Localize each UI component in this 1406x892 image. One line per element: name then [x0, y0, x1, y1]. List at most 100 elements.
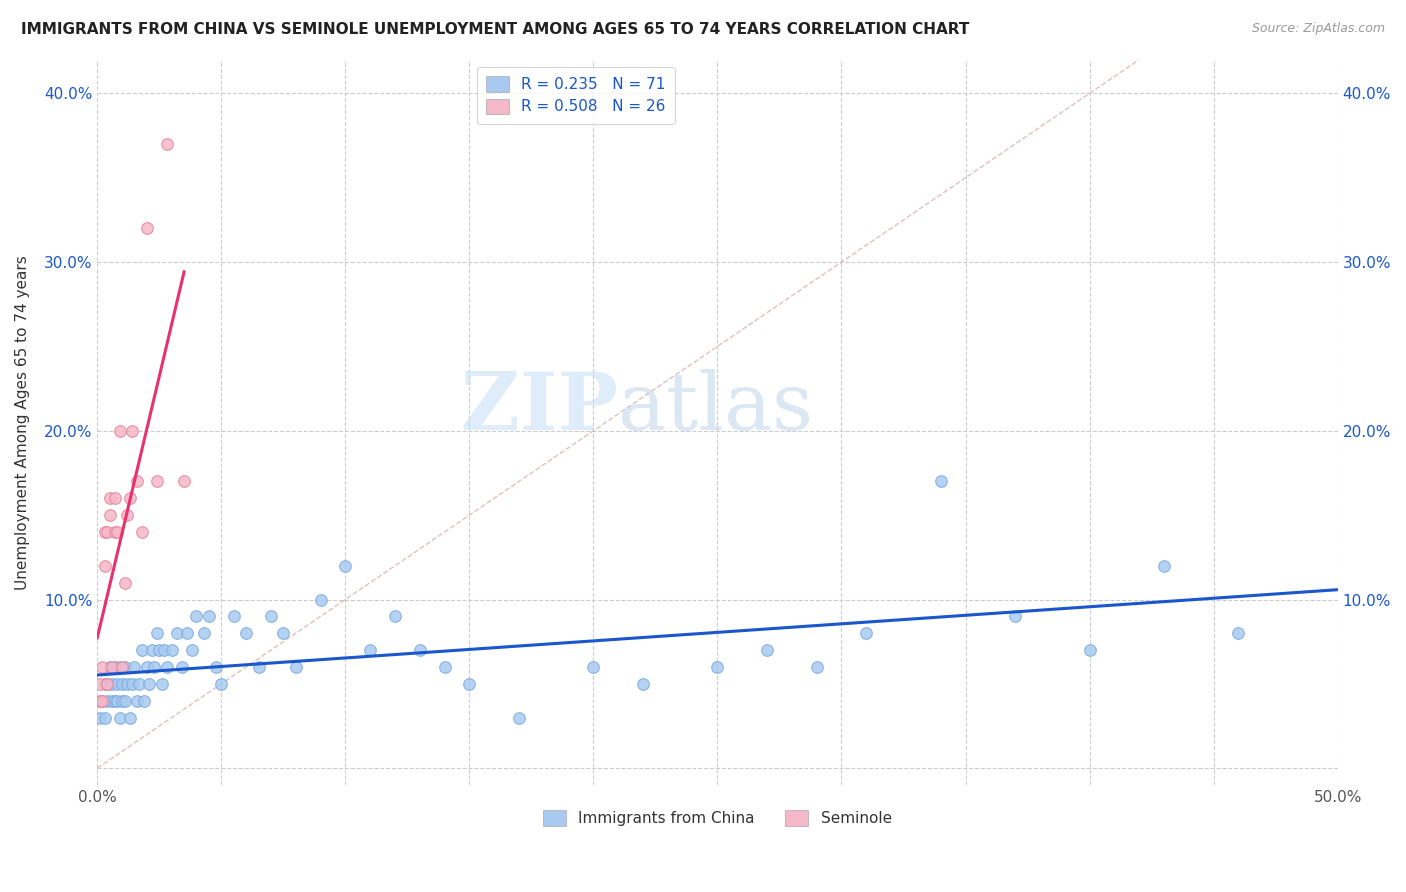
Point — [433, 660, 456, 674]
Point — [160, 643, 183, 657]
Point — [98, 508, 121, 523]
Point — [89, 694, 111, 708]
Point — [458, 677, 481, 691]
Point — [309, 592, 332, 607]
Point — [153, 643, 176, 657]
Point — [146, 475, 169, 489]
Point — [104, 694, 127, 708]
Point — [131, 524, 153, 539]
Point — [114, 575, 136, 590]
Point — [118, 491, 141, 506]
Point — [148, 643, 170, 657]
Point — [855, 626, 877, 640]
Point — [156, 660, 179, 674]
Point — [359, 643, 381, 657]
Point — [114, 694, 136, 708]
Point — [247, 660, 270, 674]
Point — [108, 710, 131, 724]
Point — [384, 609, 406, 624]
Point — [111, 694, 134, 708]
Point — [170, 660, 193, 674]
Point — [98, 491, 121, 506]
Point — [176, 626, 198, 640]
Point — [105, 524, 128, 539]
Point — [89, 710, 111, 724]
Point — [114, 660, 136, 674]
Point — [806, 660, 828, 674]
Point — [128, 677, 150, 691]
Y-axis label: Unemployment Among Ages 65 to 74 years: Unemployment Among Ages 65 to 74 years — [15, 255, 30, 590]
Point — [1078, 643, 1101, 657]
Point — [101, 660, 124, 674]
Text: IMMIGRANTS FROM CHINA VS SEMINOLE UNEMPLOYMENT AMONG AGES 65 TO 74 YEARS CORRELA: IMMIGRANTS FROM CHINA VS SEMINOLE UNEMPL… — [21, 22, 970, 37]
Text: ZIP: ZIP — [461, 368, 619, 447]
Point — [91, 694, 114, 708]
Point — [335, 558, 357, 573]
Point — [929, 475, 952, 489]
Point — [105, 677, 128, 691]
Point — [121, 424, 143, 438]
Text: Source: ZipAtlas.com: Source: ZipAtlas.com — [1251, 22, 1385, 36]
Point — [166, 626, 188, 640]
Point — [150, 677, 173, 691]
Point — [756, 643, 779, 657]
Point — [96, 677, 118, 691]
Point — [135, 660, 157, 674]
Point — [115, 508, 138, 523]
Point — [124, 660, 146, 674]
Point — [104, 524, 127, 539]
Point — [98, 660, 121, 674]
Point — [105, 694, 128, 708]
Point — [108, 424, 131, 438]
Point — [209, 677, 232, 691]
Point — [508, 710, 530, 724]
Point — [186, 609, 208, 624]
Point — [631, 677, 654, 691]
Point — [198, 609, 221, 624]
Point — [180, 643, 202, 657]
Point — [104, 491, 127, 506]
Point — [125, 475, 148, 489]
Point — [1153, 558, 1175, 573]
Point — [134, 694, 156, 708]
Point — [131, 643, 153, 657]
Point — [146, 626, 169, 640]
Point — [115, 677, 138, 691]
Point — [91, 694, 114, 708]
Point — [271, 626, 294, 640]
Point — [173, 475, 195, 489]
Point — [93, 677, 115, 691]
Point — [222, 609, 245, 624]
Point — [143, 660, 166, 674]
Point — [111, 660, 134, 674]
Point — [138, 677, 160, 691]
Point — [96, 677, 118, 691]
Point — [235, 626, 257, 640]
Point — [193, 626, 215, 640]
Legend: Immigrants from China, Seminole: Immigrants from China, Seminole — [534, 801, 901, 836]
Point — [205, 660, 228, 674]
Point — [156, 136, 179, 151]
Point — [101, 677, 124, 691]
Point — [135, 221, 157, 235]
Point — [706, 660, 728, 674]
Point — [1227, 626, 1250, 640]
Point — [93, 558, 115, 573]
Point — [118, 710, 141, 724]
Point — [104, 660, 127, 674]
Point — [96, 694, 118, 708]
Point — [121, 677, 143, 691]
Point — [1004, 609, 1026, 624]
Point — [125, 694, 148, 708]
Point — [96, 524, 118, 539]
Point — [93, 524, 115, 539]
Point — [101, 694, 124, 708]
Point — [108, 660, 131, 674]
Point — [91, 660, 114, 674]
Point — [284, 660, 307, 674]
Point — [93, 710, 115, 724]
Point — [260, 609, 283, 624]
Point — [409, 643, 432, 657]
Text: atlas: atlas — [619, 368, 813, 447]
Point — [582, 660, 605, 674]
